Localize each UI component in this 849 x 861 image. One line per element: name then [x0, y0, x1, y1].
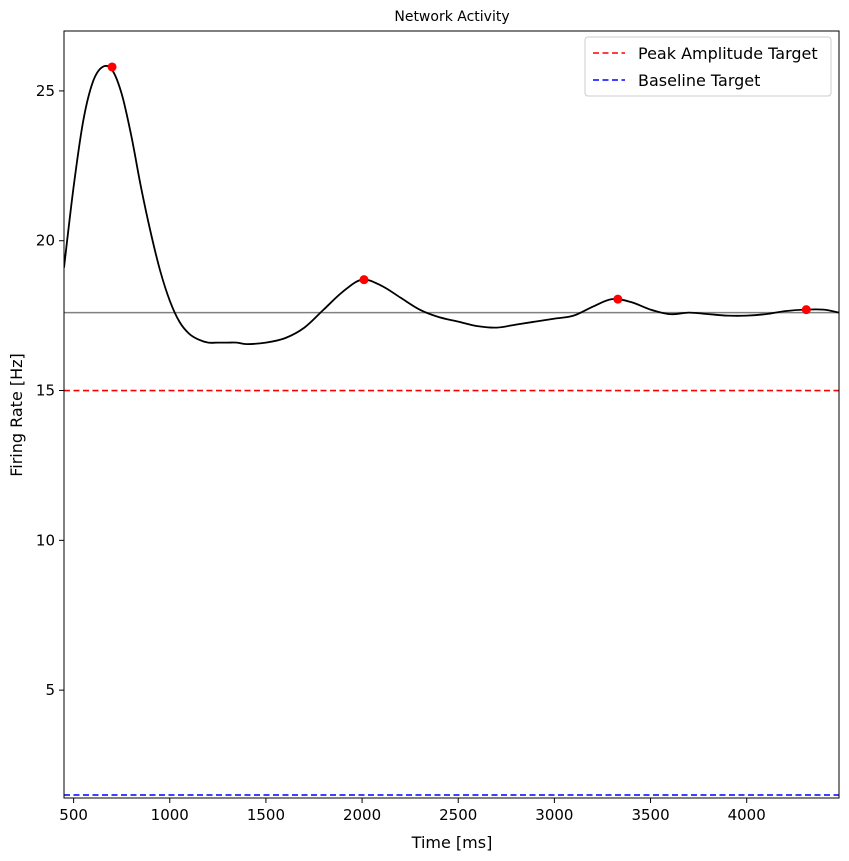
x-axis-label: Time [ms] [411, 833, 493, 852]
y-axis-label: Firing Rate [Hz] [7, 353, 26, 477]
x-tick-label: 2500 [439, 806, 477, 824]
x-tick-label: 3000 [535, 806, 573, 824]
firing-rate-series-line [64, 64, 839, 345]
peak-marker [107, 62, 117, 72]
legend-label-peak-amplitude-target: Peak Amplitude Target [638, 44, 818, 63]
x-tick-label: 1500 [247, 806, 285, 824]
y-tick-label: 10 [36, 531, 55, 549]
legend: Peak Amplitude Target Baseline Target [584, 36, 832, 97]
y-tick-label: 20 [36, 232, 55, 250]
peak-marker [801, 305, 811, 315]
y-tick-label: 15 [36, 382, 55, 400]
peak-marker [359, 275, 369, 285]
x-tick-label: 1000 [151, 806, 189, 824]
chart-title: Network Activity [394, 9, 509, 25]
legend-label-baseline-target: Baseline Target [638, 71, 760, 90]
plot-area-frame [63, 30, 840, 799]
x-tick-label: 2000 [343, 806, 381, 824]
x-tick-label: 4000 [728, 806, 766, 824]
legend-box [584, 36, 832, 97]
x-tick-label: 500 [59, 806, 88, 824]
y-tick-label: 25 [36, 82, 55, 100]
peak-marker [613, 294, 623, 304]
x-tick-label: 3500 [631, 806, 669, 824]
y-tick-label: 5 [45, 681, 55, 699]
